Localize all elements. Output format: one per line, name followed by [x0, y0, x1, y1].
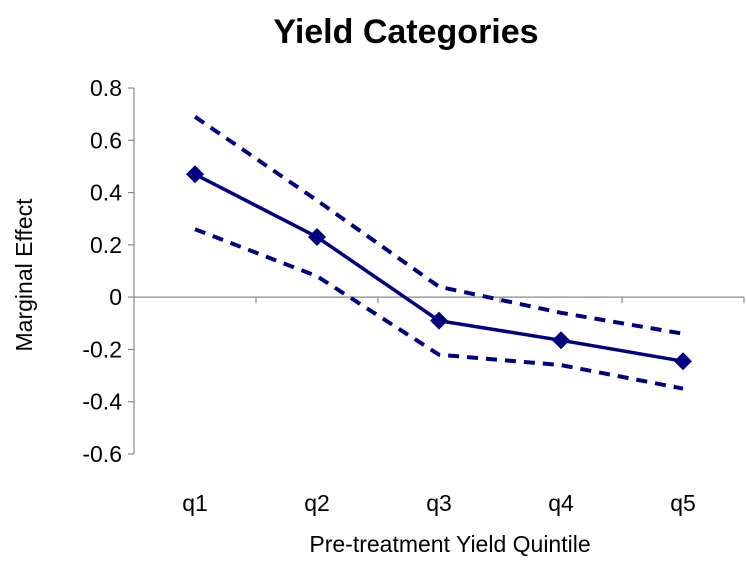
- chart-title: Yield Categories: [273, 13, 538, 51]
- y-tick-label: -0.2: [82, 336, 122, 362]
- y-tick-label: 0.6: [90, 127, 122, 153]
- y-axis-label: Marginal Effect: [11, 198, 37, 352]
- x-tick-label: q4: [548, 490, 574, 516]
- series-line-upper-bound: [193, 115, 684, 336]
- x-tick-label: q3: [426, 490, 452, 516]
- y-tick-label: 0.4: [90, 180, 122, 206]
- data-point-q5: [674, 352, 692, 371]
- y-tick-label: 0.2: [90, 232, 122, 258]
- y-tick-label: -0.6: [82, 441, 122, 467]
- x-tick-label: q5: [670, 490, 696, 516]
- x-axis-label: Pre-treatment Yield Quintile: [309, 531, 590, 557]
- x-tick-label: q2: [304, 490, 330, 516]
- y-tick-label: -0.4: [82, 389, 122, 415]
- y-tick-label: 0: [109, 284, 122, 310]
- y-tick-label: 0.8: [90, 75, 122, 101]
- y-tick-labels: -0.6 -0.4 -0.2 0 0.2 0.4 0.6 0.8: [82, 75, 122, 467]
- data-point-q4: [552, 331, 570, 350]
- x-tick-labels: q1 q2 q3 q4 q5: [182, 490, 696, 516]
- data-point-q2: [308, 228, 326, 247]
- series-layer: [186, 115, 692, 391]
- axes: [128, 87, 745, 455]
- data-point-q3: [430, 311, 448, 330]
- series-line-lower-bound: [194, 227, 684, 391]
- x-tick-label: q1: [182, 490, 208, 516]
- series-line-estimate: [194, 172, 684, 363]
- data-point-q1: [186, 165, 204, 184]
